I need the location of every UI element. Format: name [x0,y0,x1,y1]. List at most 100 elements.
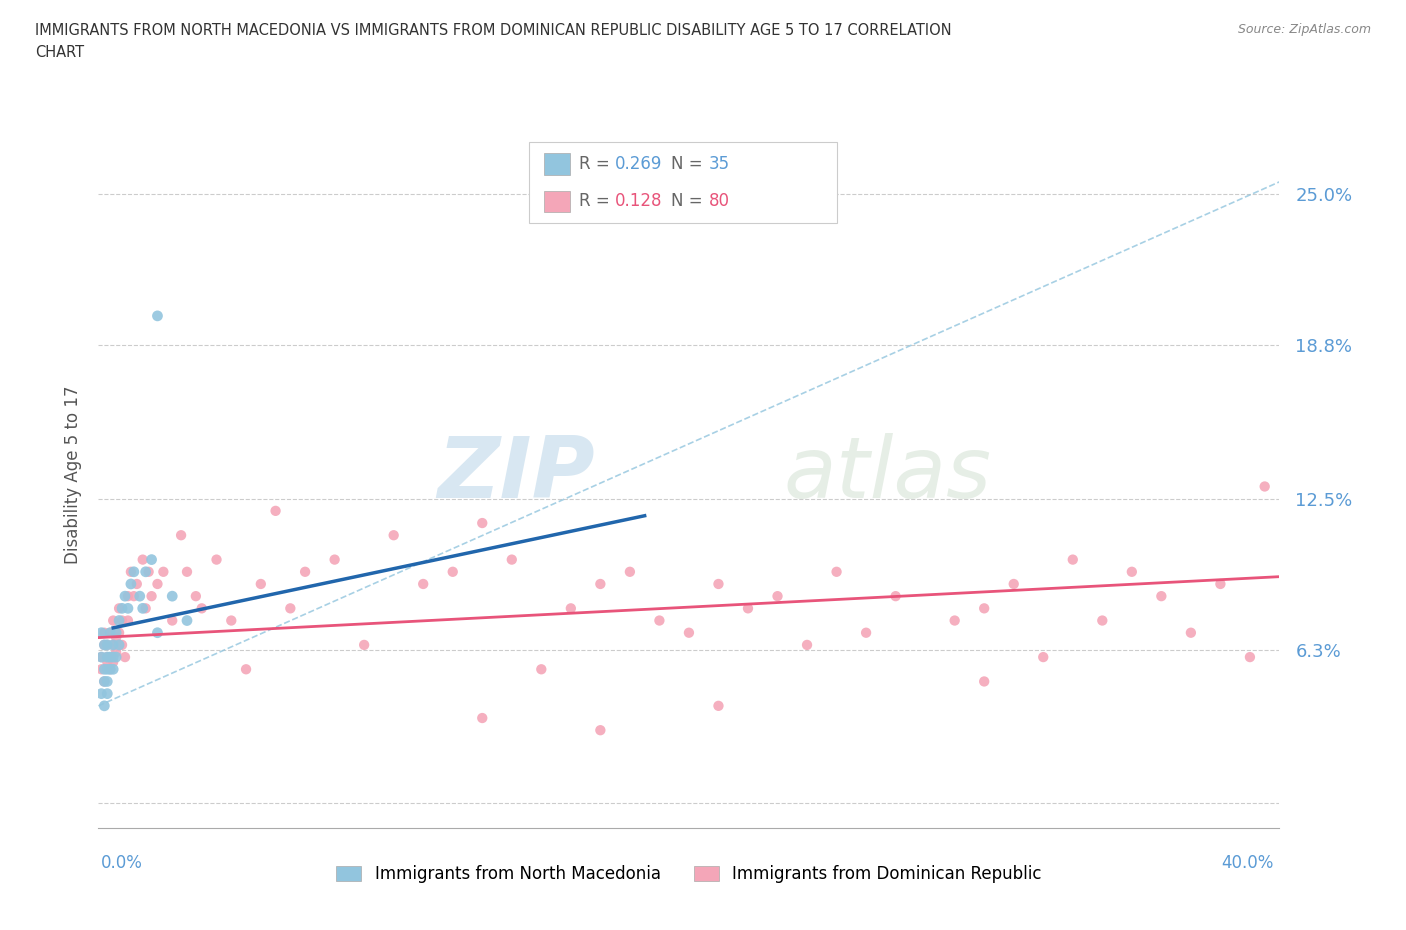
Point [96,655,118,670]
Point [323,552,346,567]
Point [825,565,848,579]
Point [108,625,131,640]
Point [1032,650,1054,665]
Point [1150,589,1173,604]
Point [103,613,125,628]
Point [530,662,553,677]
Point [117,601,139,616]
Text: Source: ZipAtlas.com: Source: ZipAtlas.com [1237,23,1371,36]
Point [93,698,115,713]
Point [146,309,169,324]
Point [441,565,464,579]
Point [943,613,966,628]
Point [170,528,193,543]
Point [96,637,118,652]
Point [141,589,163,604]
Point [98,662,121,677]
Point [96,637,118,652]
Point [128,589,150,604]
Point [93,625,115,640]
Point [412,577,434,591]
Point [117,589,139,604]
Point [135,565,157,579]
Point [132,601,155,616]
Legend: Immigrants from North Macedonia, Immigrants from Dominican Republic: Immigrants from North Macedonia, Immigra… [336,865,1042,883]
Point [1209,577,1232,591]
Text: 35: 35 [709,155,730,173]
Point [1121,565,1143,579]
Point [103,662,125,677]
Text: N =: N = [671,155,709,173]
Text: 40.0%: 40.0% [1222,854,1274,871]
Point [111,637,134,652]
Text: ZIP: ZIP [437,432,595,516]
Point [264,503,287,518]
Point [589,577,612,591]
Point [184,589,207,604]
Point [152,565,174,579]
Point [162,589,183,604]
Point [103,637,125,652]
Point [235,662,257,677]
Point [111,601,134,616]
Point [90,650,112,665]
Point [98,625,121,640]
Point [1062,552,1084,567]
Point [737,601,759,616]
Point [855,625,877,640]
Point [135,601,157,616]
Point [973,674,995,689]
Point [191,601,214,616]
Point [138,565,160,579]
Point [973,601,995,616]
Point [125,577,148,591]
Point [96,674,118,689]
Text: IMMIGRANTS FROM NORTH MACEDONIA VS IMMIGRANTS FROM DOMINICAN REPUBLIC DISABILITY: IMMIGRANTS FROM NORTH MACEDONIA VS IMMIG… [35,23,952,38]
Point [648,613,671,628]
Point [1180,625,1202,640]
Text: 0.0%: 0.0% [101,854,143,871]
Point [176,613,198,628]
Point [146,577,169,591]
Point [105,625,128,640]
FancyBboxPatch shape [530,142,837,223]
Point [884,589,907,604]
Point [96,650,118,665]
Point [93,637,115,652]
Point [111,613,134,628]
Point [96,662,118,677]
Point [90,662,112,677]
Point [98,650,121,665]
Point [162,613,183,628]
Point [93,674,115,689]
Point [294,565,316,579]
Point [93,662,115,677]
Point [108,613,131,628]
Point [120,577,142,591]
Point [205,552,228,567]
Text: CHART: CHART [35,45,84,60]
Point [108,637,131,652]
Point [250,577,273,591]
Point [176,565,198,579]
Point [93,637,115,652]
Point [122,589,145,604]
Point [90,625,112,640]
Point [98,625,121,640]
Point [103,650,125,665]
Point [96,650,118,665]
Text: R =: R = [579,193,614,210]
Point [1091,613,1114,628]
Point [707,698,730,713]
Point [122,565,145,579]
Point [105,631,128,645]
FancyBboxPatch shape [544,153,569,175]
Point [98,650,121,665]
Point [96,686,118,701]
Point [132,552,155,567]
Point [108,601,131,616]
Y-axis label: Disability Age 5 to 17: Disability Age 5 to 17 [63,385,82,564]
Point [93,674,115,689]
Point [120,565,142,579]
Point [382,528,405,543]
